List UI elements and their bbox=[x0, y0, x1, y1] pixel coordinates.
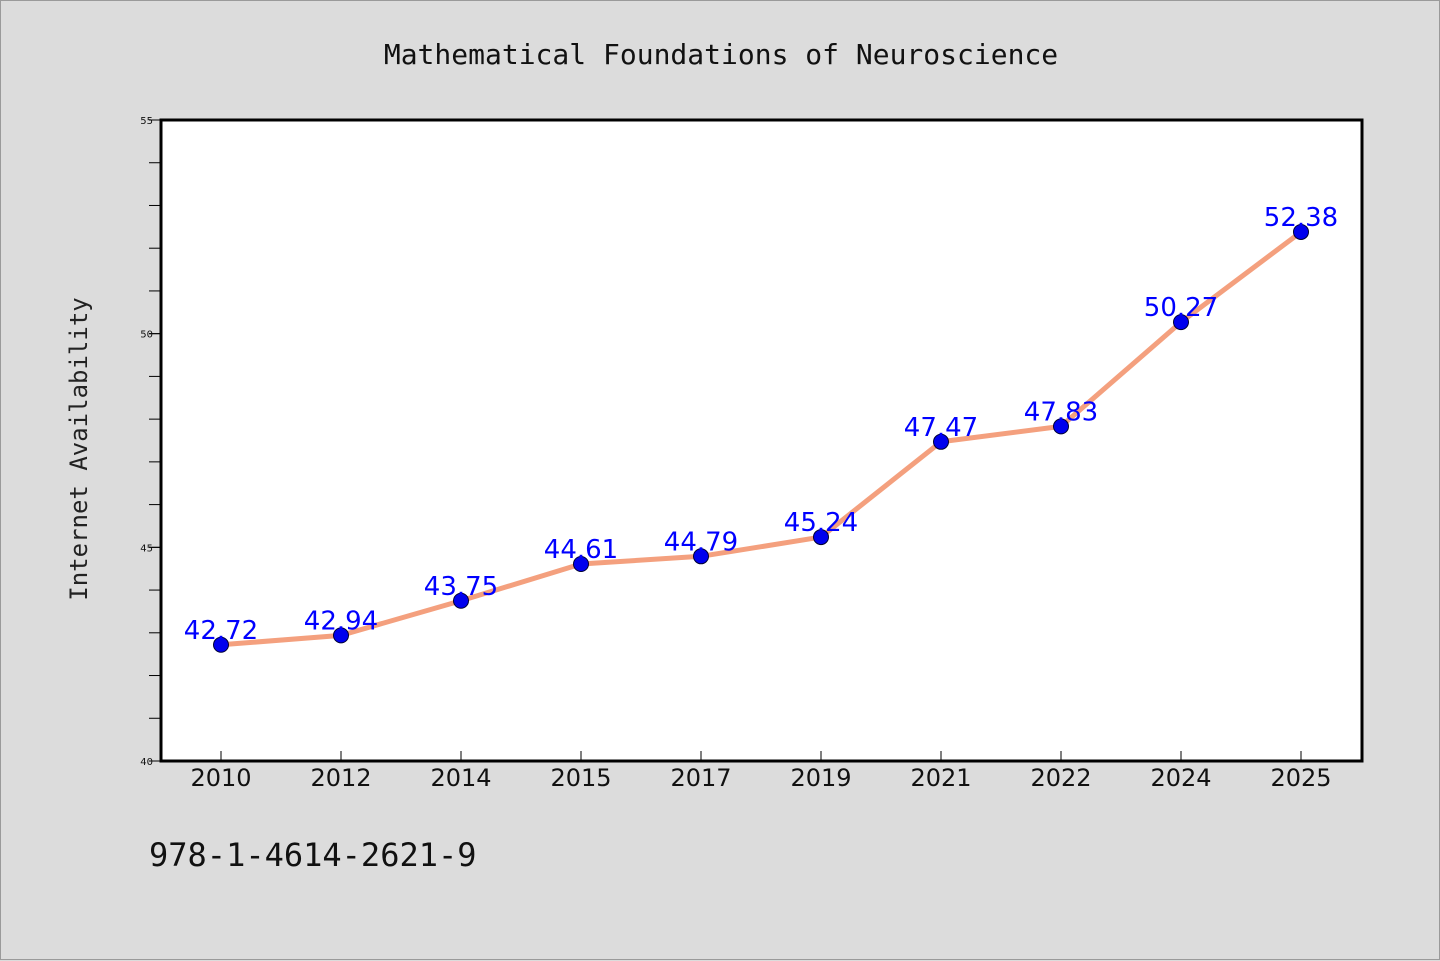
data-point bbox=[213, 636, 229, 653]
y-minor-ticks bbox=[149, 119, 161, 762]
data-label: 47.83 bbox=[1024, 397, 1098, 427]
data-point bbox=[333, 627, 349, 644]
x-axis-ticks: 2010 2012 2014 2015 2017 2019 2021 2022 2024 2025 bbox=[190, 751, 1332, 792]
data-point bbox=[813, 529, 829, 546]
y-tick-label: 40 bbox=[140, 757, 153, 768]
y-axis-label: Internet Availability bbox=[65, 297, 93, 600]
data-label: 44.79 bbox=[664, 527, 738, 557]
x-tick-label: 2021 bbox=[910, 764, 971, 792]
data-point bbox=[933, 433, 949, 450]
data-label: 44.61 bbox=[544, 535, 618, 565]
data-label: 42.94 bbox=[304, 606, 378, 636]
data-point bbox=[1053, 418, 1069, 435]
plot-area bbox=[159, 118, 1364, 763]
data-label: 50.27 bbox=[1144, 293, 1218, 323]
data-point bbox=[1173, 314, 1189, 331]
y-tick-label: 55 bbox=[140, 116, 153, 127]
y-tick-label: 45 bbox=[140, 543, 153, 554]
x-tick-label: 2010 bbox=[190, 764, 251, 792]
footnote-isbn: 978-1-4614-2621-9 bbox=[149, 836, 477, 874]
y-axis-ticks: 40 45 50 55 bbox=[140, 116, 161, 768]
data-point bbox=[693, 548, 709, 565]
y-tick-label: 50 bbox=[140, 330, 153, 341]
data-markers bbox=[213, 223, 1309, 653]
data-label: 45.24 bbox=[784, 508, 858, 538]
x-tick-label: 2012 bbox=[310, 764, 371, 792]
data-label: 43.75 bbox=[424, 572, 498, 602]
data-label: 42.72 bbox=[184, 616, 258, 646]
data-label: 47.47 bbox=[904, 413, 978, 443]
x-tick-label: 2024 bbox=[1150, 764, 1211, 792]
x-tick-label: 2015 bbox=[550, 764, 611, 792]
data-point bbox=[573, 555, 589, 572]
x-tick-label: 2019 bbox=[790, 764, 851, 792]
series-line bbox=[218, 229, 1304, 648]
data-label: 52.38 bbox=[1264, 203, 1338, 233]
data-point bbox=[1293, 223, 1309, 240]
x-tick-label: 2022 bbox=[1030, 764, 1091, 792]
data-labels: 42.72 42.94 43.75 44.61 44.79 45.24 47.47 47.83… bbox=[184, 203, 1338, 646]
x-tick-label: 2017 bbox=[670, 764, 731, 792]
data-point bbox=[453, 592, 469, 609]
x-tick-label: 2014 bbox=[430, 764, 491, 792]
x-tick-label: 2025 bbox=[1270, 764, 1331, 792]
chart-title: Mathematical Foundations of Neuroscience bbox=[384, 38, 1058, 71]
